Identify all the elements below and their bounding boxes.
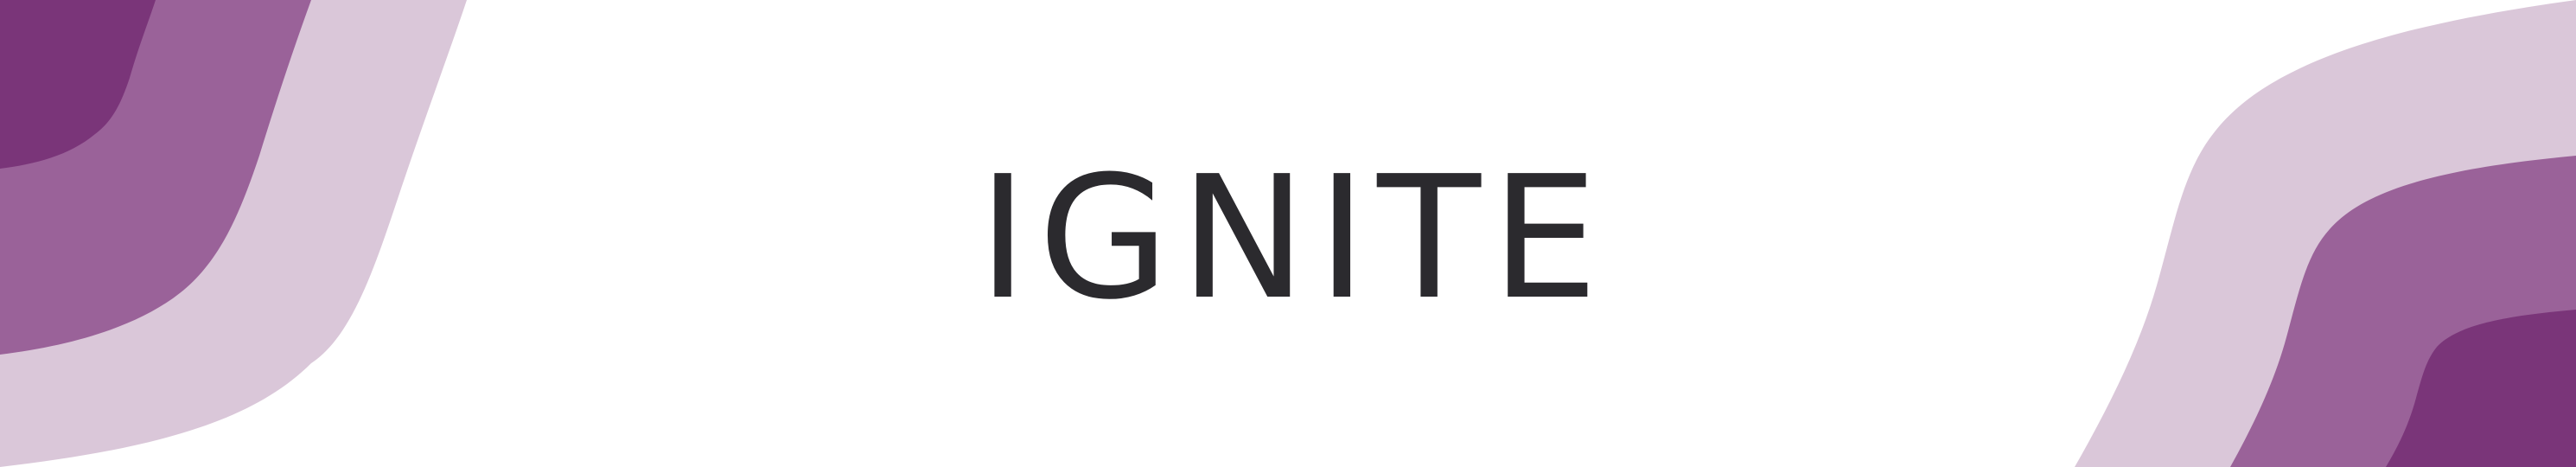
banner-title: IGNITE — [978, 140, 1609, 337]
left-wave-dark — [0, 0, 156, 169]
right-wave-decoration — [2075, 0, 2576, 467]
left-wave-decoration — [0, 0, 467, 467]
right-wave-dark — [2386, 310, 2576, 467]
